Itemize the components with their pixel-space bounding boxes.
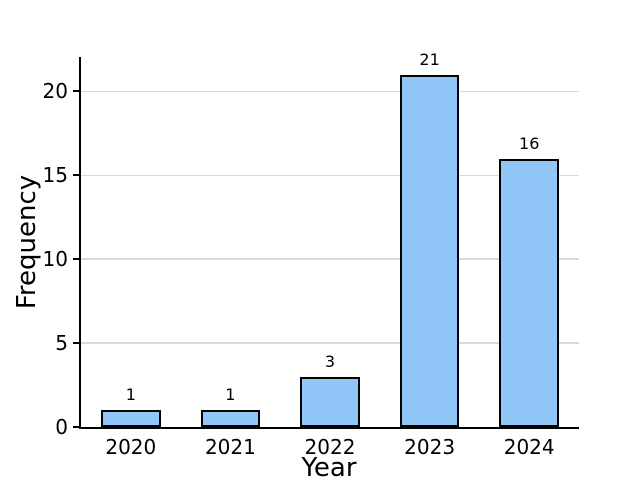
bar-2024 — [499, 158, 560, 427]
y-tick-0 — [73, 426, 79, 428]
bar-value-label: 3 — [324, 351, 336, 371]
gridline-y-20 — [81, 90, 579, 93]
bar-value-label: 1 — [125, 385, 136, 405]
bar-2023 — [399, 74, 460, 427]
x-tick-label: 2023 — [404, 435, 456, 459]
y-axis-label: Frequency — [12, 174, 42, 310]
bar-value-label: 1 — [225, 385, 236, 405]
y-tick-5 — [73, 342, 79, 345]
y-tick-20 — [73, 90, 79, 93]
bar-value-label: 21 — [419, 49, 440, 69]
gridline-y-10 — [81, 258, 579, 260]
y-tick-label: 0 — [55, 415, 68, 439]
plot-area: 0 5 10 15 20 1 2020 1 2021 3 2022 21 2023 16 2024 — [43, 51, 579, 459]
x-axis-label: Year — [301, 453, 357, 480]
bar-2020 — [100, 410, 161, 427]
gridline-y-15 — [81, 174, 579, 177]
x-tick-label: 2021 — [204, 435, 256, 459]
y-tick-15 — [73, 174, 79, 177]
x-tick-label: 2022 — [304, 435, 356, 459]
bar-value-label: 16 — [519, 133, 540, 153]
y-tick-label: 10 — [42, 247, 68, 272]
x-tick-label: 2020 — [105, 435, 157, 459]
bar-2022 — [300, 376, 360, 427]
y-tick-label: 15 — [42, 163, 68, 188]
y-tick-10 — [73, 258, 79, 261]
x-tick-label: 2024 — [503, 435, 555, 459]
gridline-y-5 — [81, 342, 579, 344]
bar-2021 — [200, 410, 261, 427]
y-tick-label: 20 — [42, 79, 68, 104]
y-tick-label: 5 — [55, 331, 68, 356]
